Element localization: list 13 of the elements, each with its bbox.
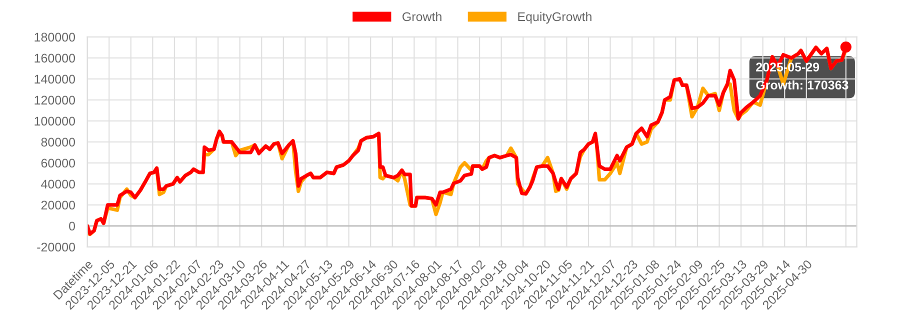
y-tick-label: 0	[69, 222, 76, 231]
y-tick-label: 120000	[34, 96, 76, 105]
y-tick-label: 80000	[41, 138, 76, 147]
legend-label: EquityGrowth	[518, 12, 592, 24]
y-tick-label: 100000	[34, 116, 76, 126]
y-tick-label: 160000	[34, 54, 76, 63]
y-tick-label: 60000	[41, 158, 76, 168]
legend-label: Growth	[402, 12, 442, 22]
y-tick-label: 40000	[41, 180, 76, 189]
y-tick-label: 140000	[34, 74, 76, 84]
y-tick-label: 20000	[41, 200, 76, 210]
y-tick-label: -20000	[37, 242, 76, 252]
y-tick-label: 180000	[34, 32, 76, 42]
